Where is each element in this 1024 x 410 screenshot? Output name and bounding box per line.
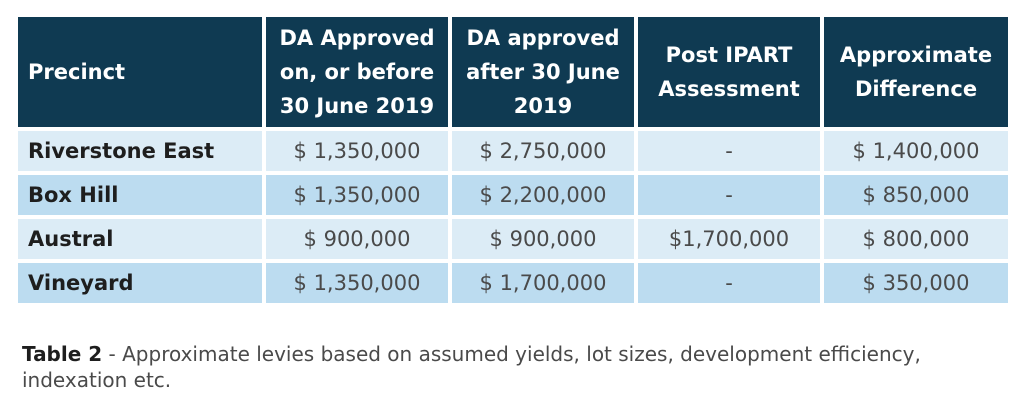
table-row: Box Hill $ 1,350,000 $ 2,200,000 - $ 850… [18,175,1008,215]
table-caption: Table 2 - Approximate levies based on as… [22,341,982,393]
table-cell: $ 2,750,000 [452,131,634,171]
table-row: Vineyard $ 1,350,000 $ 1,700,000 - $ 350… [18,263,1008,303]
table-header-row: Precinct DA Approved on, or before 30 Ju… [18,17,1008,127]
table-cell: $ 900,000 [266,219,448,259]
caption-text: - Approximate levies based on assumed yi… [22,342,921,392]
table-cell: $ 1,400,000 [824,131,1008,171]
table-cell: - [638,131,820,171]
precinct-cell: Vineyard [18,263,262,303]
caption-label: Table 2 [22,342,103,366]
levies-table-container: Precinct DA Approved on, or before 30 Ju… [18,17,1008,303]
table-cell: $ 1,700,000 [452,263,634,303]
table-row: Austral $ 900,000 $ 900,000 $1,700,000 $… [18,219,1008,259]
table-cell: - [638,175,820,215]
precinct-cell: Riverstone East [18,131,262,171]
table-cell: $ 1,350,000 [266,131,448,171]
header-post-ipart: Post IPART Assessment [638,17,820,127]
table-cell: - [638,263,820,303]
header-precinct: Precinct [18,17,262,127]
header-da-approved-after: DA approved after 30 June 2019 [452,17,634,127]
table-cell: $ 850,000 [824,175,1008,215]
table-cell: $ 2,200,000 [452,175,634,215]
table-cell: $ 350,000 [824,263,1008,303]
table-row: Riverstone East $ 1,350,000 $ 2,750,000 … [18,131,1008,171]
precinct-cell: Austral [18,219,262,259]
header-approximate-difference: Approximate Difference [824,17,1008,127]
table-cell: $1,700,000 [638,219,820,259]
header-da-approved-before: DA Approved on, or before 30 June 2019 [266,17,448,127]
levies-table: Precinct DA Approved on, or before 30 Ju… [14,13,1012,307]
table-cell: $ 1,350,000 [266,175,448,215]
table-cell: $ 900,000 [452,219,634,259]
precinct-cell: Box Hill [18,175,262,215]
table-cell: $ 800,000 [824,219,1008,259]
table-cell: $ 1,350,000 [266,263,448,303]
